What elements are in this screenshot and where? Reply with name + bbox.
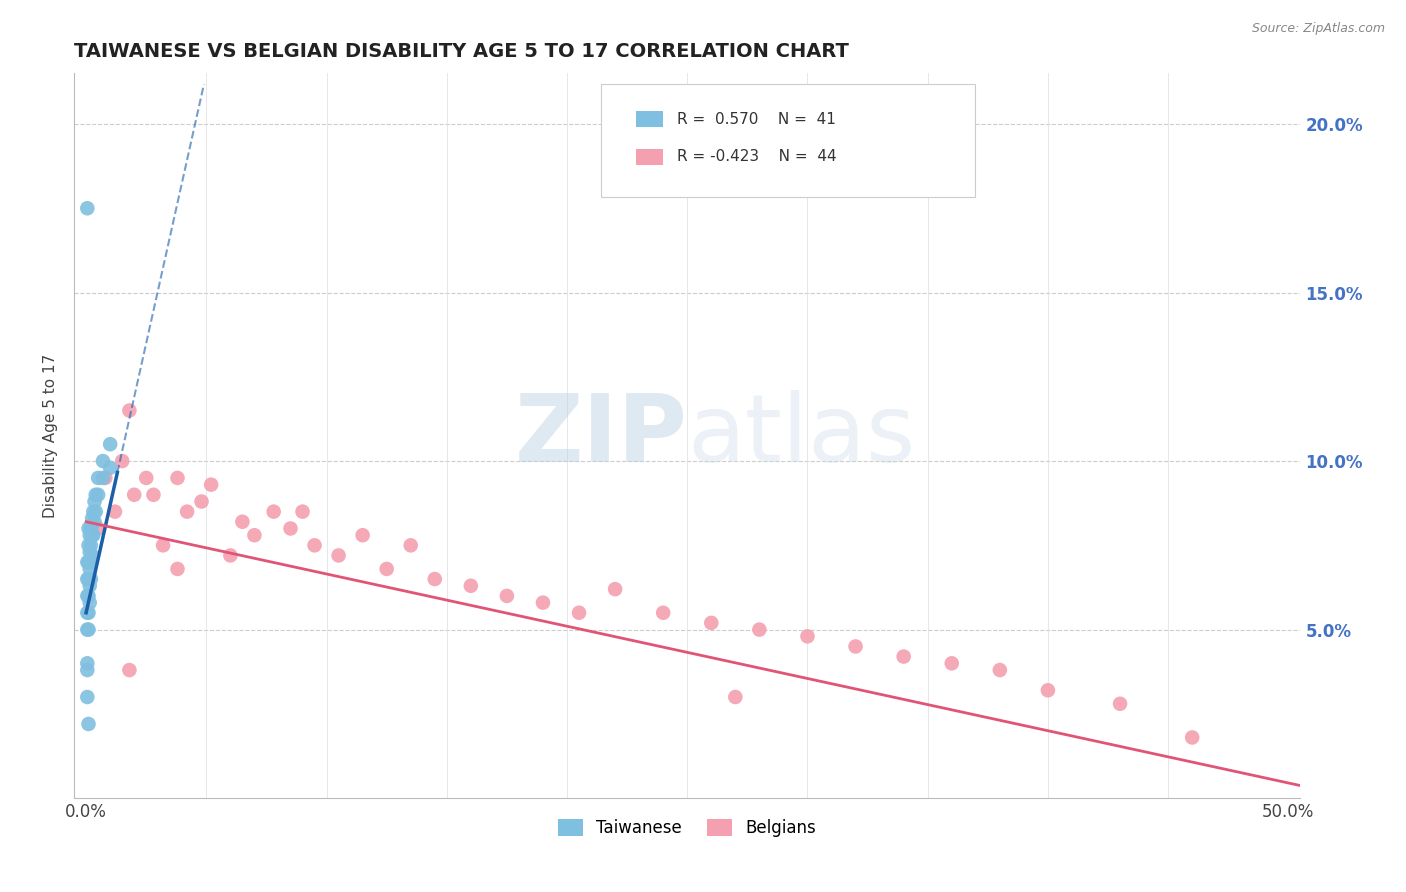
Point	[76, 663, 98, 677]
Point	[77, 538, 100, 552]
Point	[603, 582, 626, 596]
Point	[200, 477, 222, 491]
Text: R =  0.570    N =  41: R = 0.570 N = 41	[678, 112, 837, 127]
Point	[77, 572, 100, 586]
Point	[135, 471, 157, 485]
Point	[263, 505, 285, 519]
Point	[190, 494, 212, 508]
Point	[845, 640, 868, 654]
Point	[460, 579, 482, 593]
Point	[79, 545, 101, 559]
Point	[496, 589, 519, 603]
Point	[988, 663, 1011, 677]
Point	[80, 572, 103, 586]
Point	[700, 615, 723, 630]
Point	[84, 505, 107, 519]
Point	[893, 649, 915, 664]
Point	[76, 589, 98, 603]
Point	[76, 606, 98, 620]
Point	[219, 549, 242, 563]
Point	[77, 606, 100, 620]
Point	[77, 555, 100, 569]
Point	[91, 471, 114, 485]
Point	[375, 562, 398, 576]
Point	[104, 505, 127, 519]
Point	[1181, 731, 1204, 745]
Point	[291, 505, 314, 519]
Point	[87, 488, 110, 502]
Point	[399, 538, 422, 552]
Point	[231, 515, 253, 529]
Point	[82, 505, 104, 519]
Point	[80, 538, 103, 552]
Legend: Taiwanese, Belgians: Taiwanese, Belgians	[551, 813, 823, 844]
Point	[152, 538, 174, 552]
Point	[77, 623, 100, 637]
Point	[80, 521, 103, 535]
Point	[77, 521, 100, 535]
Point	[76, 572, 98, 586]
Bar	[636, 112, 662, 127]
Point	[243, 528, 266, 542]
Point	[652, 606, 675, 620]
Point	[1036, 683, 1059, 698]
Point	[80, 555, 103, 569]
FancyBboxPatch shape	[602, 85, 976, 196]
Point	[76, 657, 98, 671]
Text: ZIP: ZIP	[515, 390, 688, 482]
Point	[79, 596, 101, 610]
Text: Source: ZipAtlas.com: Source: ZipAtlas.com	[1251, 22, 1385, 36]
Point	[83, 494, 105, 508]
Point	[166, 562, 188, 576]
Point	[748, 623, 770, 637]
Point	[87, 471, 110, 485]
Point	[176, 505, 198, 519]
Point	[423, 572, 446, 586]
Point	[76, 690, 98, 704]
Point	[796, 629, 818, 643]
Point	[82, 528, 104, 542]
Point	[142, 488, 165, 502]
Y-axis label: Disability Age 5 to 17: Disability Age 5 to 17	[44, 353, 58, 518]
Point	[118, 663, 141, 677]
Point	[280, 521, 302, 535]
Point	[83, 515, 105, 529]
Point	[166, 471, 188, 485]
Point	[79, 528, 101, 542]
Point	[76, 623, 98, 637]
Point	[531, 596, 554, 610]
Point	[118, 403, 141, 417]
Point	[98, 437, 121, 451]
Point	[84, 488, 107, 502]
Point	[79, 562, 101, 576]
Point	[1109, 697, 1132, 711]
Text: TAIWANESE VS BELGIAN DISABILITY AGE 5 TO 17 CORRELATION CHART: TAIWANESE VS BELGIAN DISABILITY AGE 5 TO…	[75, 42, 849, 61]
Point	[82, 528, 104, 542]
Point	[82, 511, 104, 525]
Point	[91, 454, 114, 468]
Point	[94, 471, 117, 485]
Point	[941, 657, 963, 671]
Point	[304, 538, 326, 552]
Point	[82, 549, 104, 563]
Point	[76, 555, 98, 569]
Point	[111, 454, 134, 468]
Point	[77, 717, 100, 731]
Text: atlas: atlas	[688, 390, 915, 482]
Point	[79, 579, 101, 593]
Point	[87, 521, 110, 535]
Point	[76, 201, 98, 215]
Point	[568, 606, 591, 620]
Point	[98, 460, 121, 475]
Point	[122, 488, 145, 502]
Text: R = -0.423    N =  44: R = -0.423 N = 44	[678, 149, 837, 164]
Point	[724, 690, 747, 704]
Point	[328, 549, 350, 563]
Point	[352, 528, 374, 542]
Point	[77, 589, 100, 603]
Bar	[636, 149, 662, 165]
